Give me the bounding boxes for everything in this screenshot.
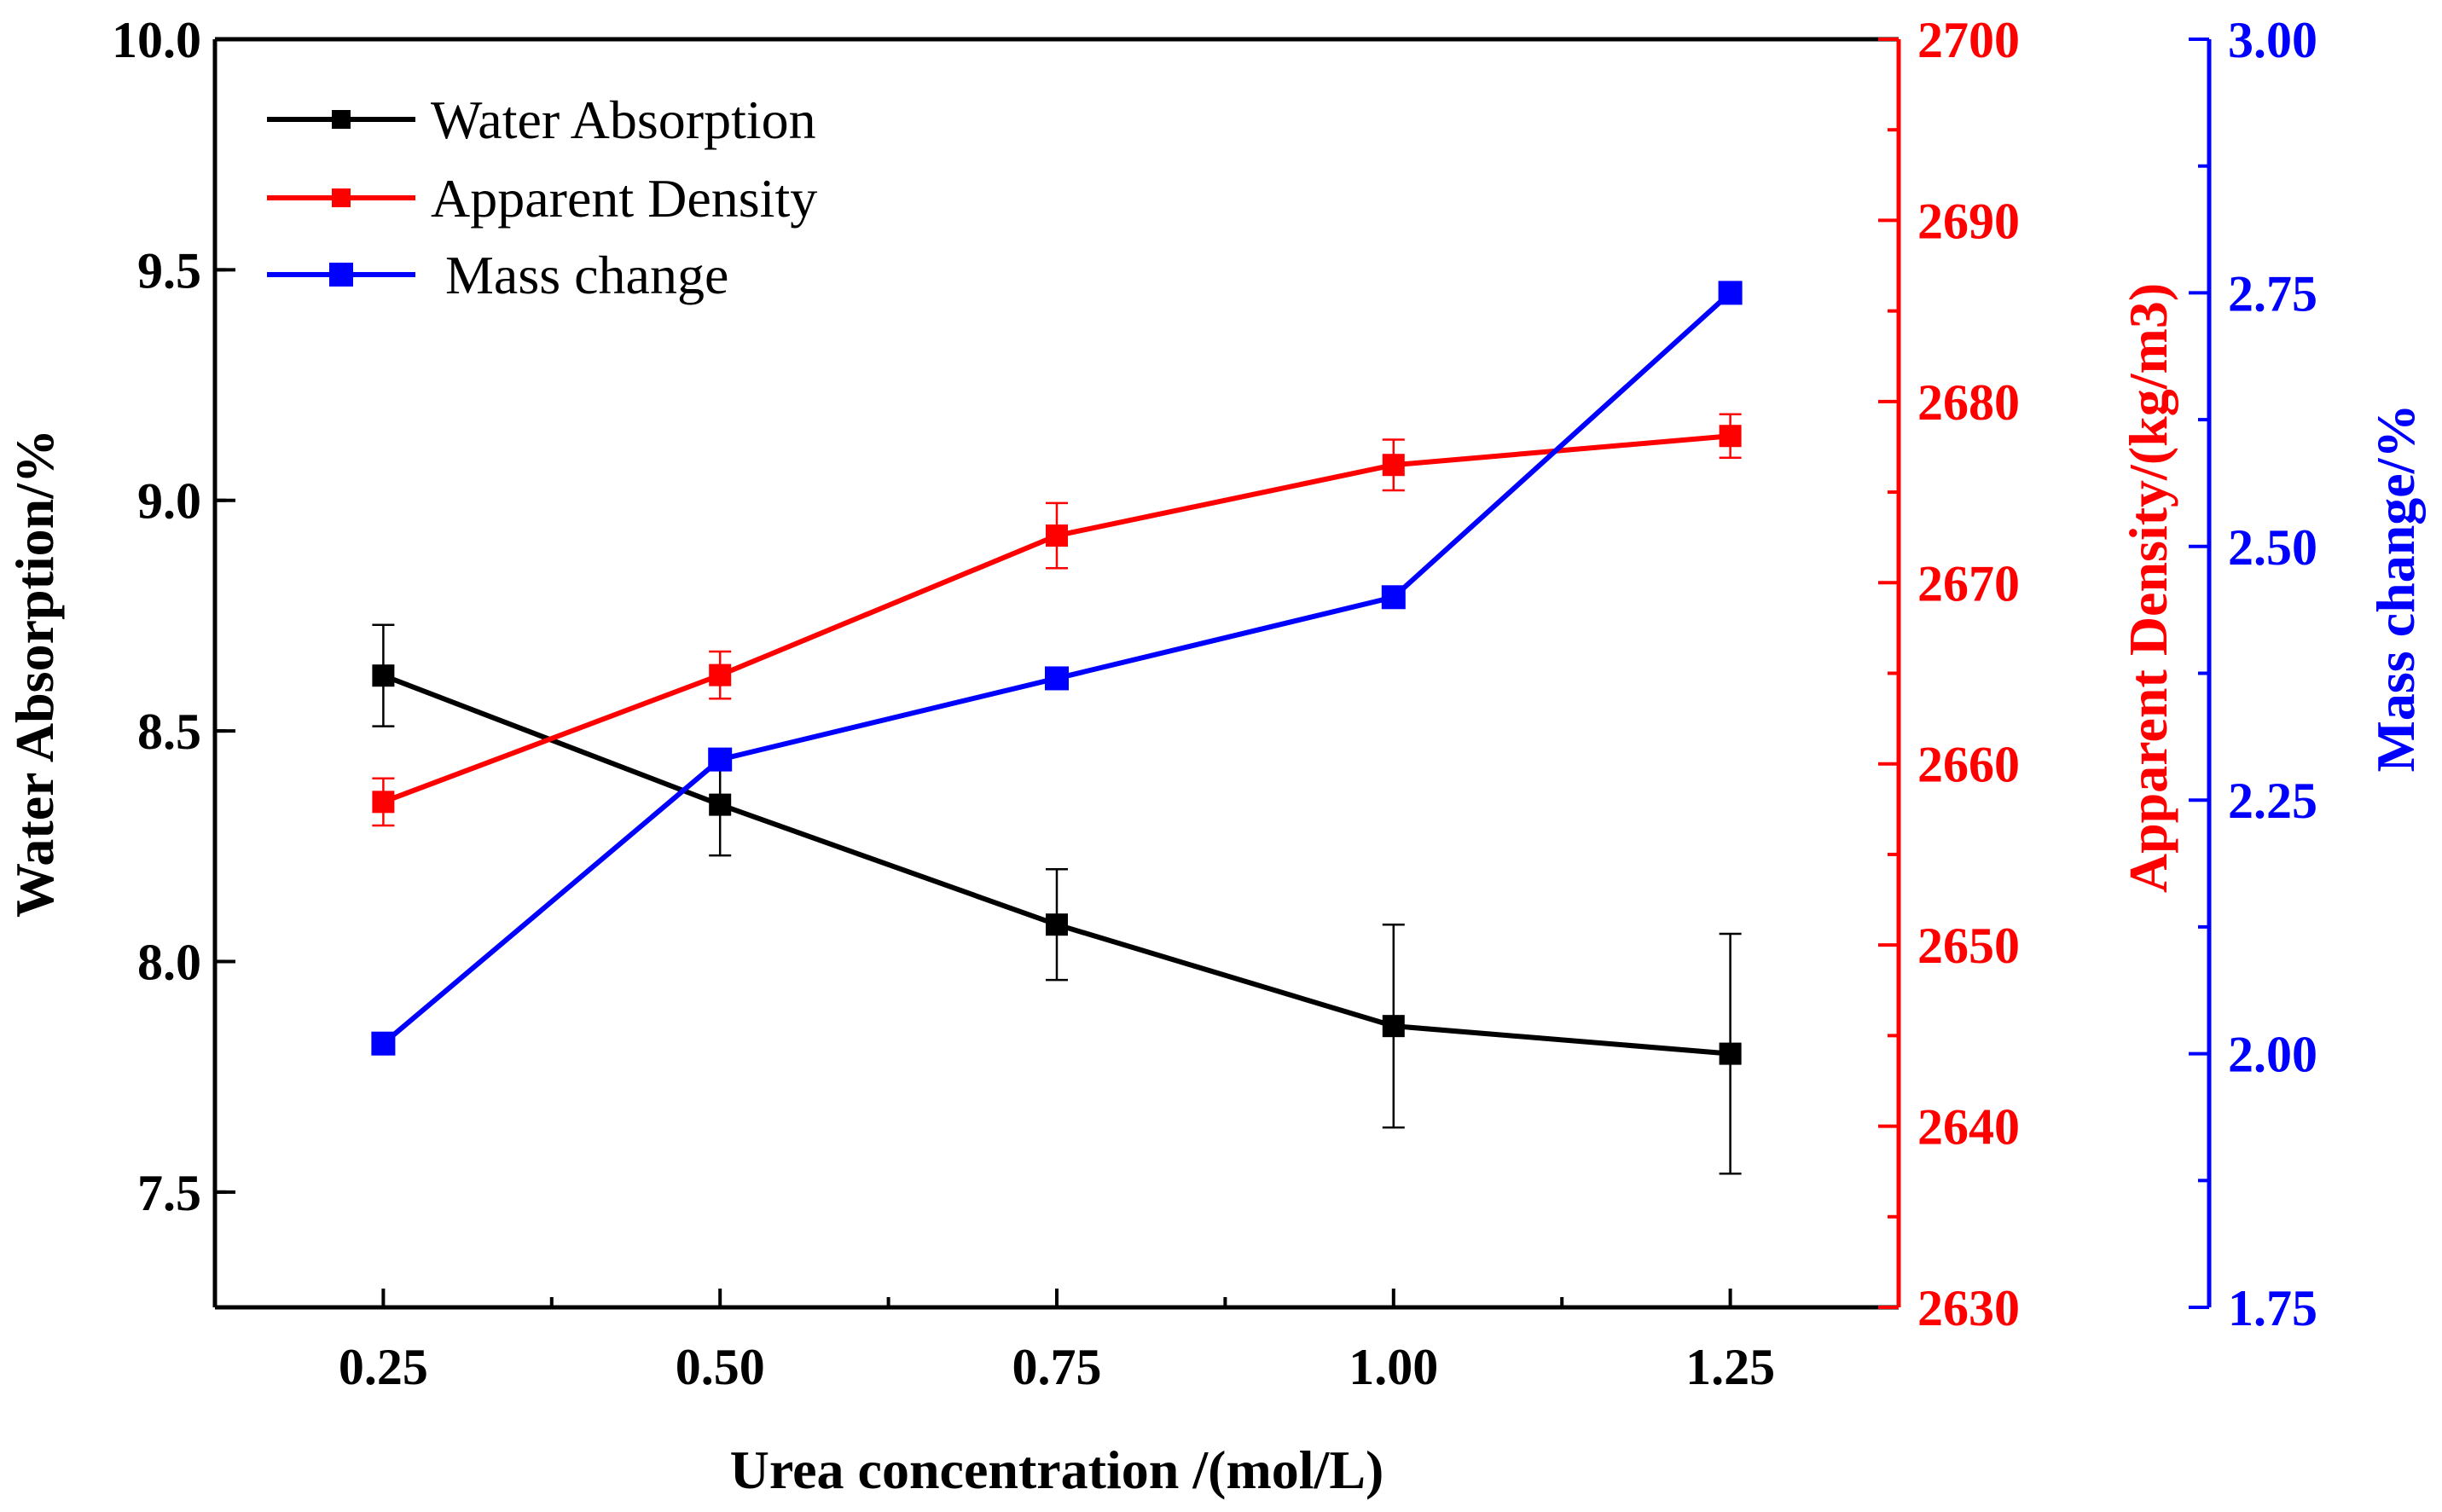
density-axis-tick-label: 2690 bbox=[1917, 193, 2020, 249]
density-axis-tick-label: 2700 bbox=[1917, 12, 2020, 68]
legend-mass-change-marker bbox=[329, 263, 353, 287]
density-axis-tick-label: 2680 bbox=[1917, 374, 2020, 431]
x-tick-label: 0.50 bbox=[676, 1339, 765, 1395]
mass-axis-tick-label: 2.50 bbox=[2228, 519, 2317, 576]
water-absorption-line bbox=[382, 673, 1731, 1057]
mass-axis-title: Mass change/% bbox=[2365, 404, 2426, 773]
x-tick-label: 0.75 bbox=[1012, 1339, 1102, 1395]
x-tick-label: 0.25 bbox=[339, 1339, 428, 1395]
apparent-density-point bbox=[709, 663, 732, 686]
apparent-density-point bbox=[1046, 524, 1068, 547]
mass-change-point bbox=[1718, 281, 1743, 305]
legend-mass-change-label: Mass change bbox=[445, 245, 728, 305]
mass-change-point bbox=[371, 1031, 396, 1056]
water-absorption-point bbox=[709, 793, 732, 816]
density-axis-tick-label: 2650 bbox=[1917, 918, 2020, 974]
mass-change-point bbox=[1381, 585, 1406, 610]
x-axis-title: Urea concentration /(mol/L) bbox=[730, 1440, 1384, 1500]
legend-apparent-density-marker bbox=[332, 188, 351, 207]
mass-axis-tick-label: 2.00 bbox=[2228, 1027, 2317, 1083]
mass-axis-tick-label: 2.25 bbox=[2228, 773, 2317, 829]
legend: Water Absorption Apparent Density Mass cha… bbox=[267, 90, 817, 305]
left-axis-tick-label: 8.5 bbox=[137, 704, 201, 760]
left-axis-tick-label: 7.5 bbox=[137, 1165, 201, 1221]
water-absorption-point bbox=[372, 664, 395, 687]
apparent-density-point bbox=[1382, 454, 1405, 477]
mass-axis-tick-label: 1.75 bbox=[2228, 1280, 2317, 1336]
density-axis-tick-label: 2640 bbox=[1917, 1099, 2020, 1156]
water-absorption-point bbox=[1046, 913, 1068, 936]
left-axis-title: Water Absorption/% bbox=[4, 429, 65, 918]
density-axis-title: Apparent Density/(kg/m3) bbox=[2118, 283, 2178, 893]
axes-layer: 0.25 0.50 0.75 1.00 1.25 7.5 8.0 8.5 9.0 9.5 10.0 2… bbox=[112, 12, 2317, 1395]
density-axis-tick-label: 2660 bbox=[1917, 737, 2020, 793]
left-axis-tick-label: 10.0 bbox=[112, 12, 201, 68]
legend-water-absorption-label: Water Absorption bbox=[431, 90, 816, 150]
x-tick-label: 1.25 bbox=[1685, 1339, 1775, 1395]
legend-apparent-density-label: Apparent Density bbox=[431, 168, 817, 229]
apparent-density-point bbox=[372, 791, 395, 814]
left-axis-tick-label: 9.0 bbox=[137, 473, 201, 530]
legend-water-absorption-marker bbox=[332, 110, 351, 129]
apparent-density-point bbox=[1719, 425, 1742, 448]
mass-axis-tick-label: 3.00 bbox=[2228, 12, 2317, 68]
apparent-density-line bbox=[382, 433, 1731, 805]
mass-change-point bbox=[1045, 666, 1069, 691]
density-axis-tick-label: 2630 bbox=[1917, 1280, 2020, 1336]
mass-change-point bbox=[708, 747, 733, 772]
left-axis-tick-label: 9.5 bbox=[137, 242, 201, 298]
mass-axis-tick-label: 2.75 bbox=[2228, 265, 2317, 322]
x-tick-label: 1.00 bbox=[1349, 1339, 1438, 1395]
density-axis-tick-label: 2670 bbox=[1917, 555, 2020, 611]
water-absorption-point bbox=[1719, 1042, 1742, 1065]
left-axis-tick-label: 8.0 bbox=[137, 934, 201, 990]
series-layer bbox=[371, 281, 1743, 1175]
water-absorption-point bbox=[1382, 1015, 1405, 1038]
